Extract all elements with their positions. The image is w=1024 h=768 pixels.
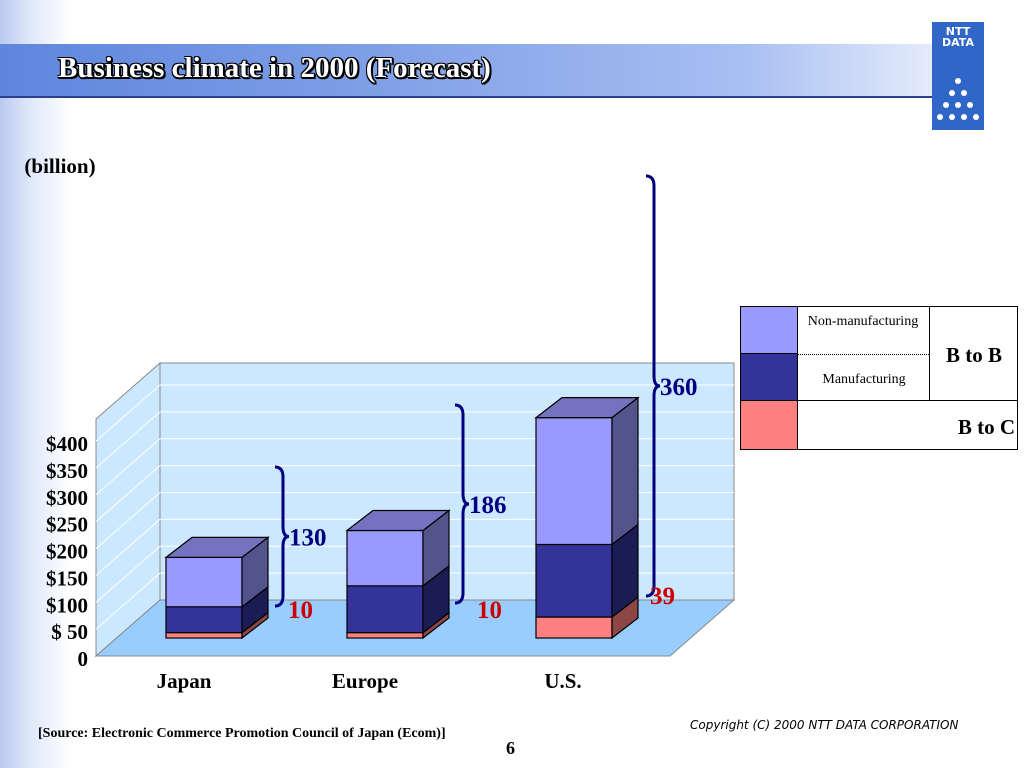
legend-label-non-manufacturing: Non-manufacturing: [807, 314, 919, 329]
bar-non-manufacturing-side: [611, 396, 639, 546]
logo-dot: [949, 90, 955, 96]
page-number: 6: [506, 738, 515, 758]
y-tick-label: $250: [46, 513, 88, 537]
x-axis-labels: Japan Europe U.S.: [157, 669, 582, 693]
bar-b-to-c-front: [165, 632, 243, 639]
bar-manufacturing-front: [165, 606, 243, 634]
b-to-c-label: 10: [288, 597, 313, 624]
y-tick-label: $ 50: [51, 620, 88, 644]
bar-non-manufacturing-front: [165, 556, 243, 608]
bar-top: [345, 509, 451, 532]
x-category-label: Europe: [332, 669, 398, 693]
legend-label-manufacturing: Manufacturing: [822, 372, 906, 387]
gridline-side: [95, 492, 161, 549]
bar-non-manufacturing-front: [535, 417, 613, 546]
ntt-data-logo: NTT DATA: [932, 22, 984, 130]
b-to-c-label: 39: [650, 583, 675, 610]
gridline-side: [95, 572, 161, 630]
logo-dot: [967, 102, 973, 108]
b-to-b-total-label: 130: [289, 525, 327, 552]
gridline-side: [95, 411, 161, 469]
logo-dot: [943, 102, 949, 108]
title-bar: [0, 44, 932, 98]
y-tick-label: 0: [78, 647, 89, 671]
bar-top: [164, 536, 270, 558]
logo-dot: [961, 114, 967, 120]
bar-manufacturing-front: [346, 585, 424, 634]
bar-manufacturing-front: [535, 543, 613, 618]
bars: [164, 396, 640, 640]
legend-swatch-non-manufacturing: [741, 307, 798, 354]
copyright-text: Copyright (C) 2000 NTT DATA CORPORATION: [690, 718, 959, 732]
gridline-side: [95, 545, 161, 603]
legend-label-b-to-c: B to C: [957, 415, 1015, 439]
y-tick-label: $400: [46, 432, 88, 456]
b-to-b-total-label: 186: [469, 492, 507, 519]
bar-non-manufacturing-front: [346, 529, 424, 587]
gridline-side: [95, 384, 161, 442]
gridline-side: [95, 518, 161, 576]
legend: Non-manufacturing Manufacturing B to B B…: [740, 306, 1018, 450]
logo-dot: [937, 114, 943, 120]
legend-bracket-line: [929, 307, 930, 401]
logo-text: NTT DATA: [942, 25, 974, 49]
y-tick-label: $100: [46, 593, 88, 617]
y-tick-label: $350: [46, 459, 88, 483]
logo-dot: [949, 114, 955, 120]
brace: [274, 465, 290, 608]
brace: [454, 403, 470, 605]
annotations: 130 186 360 10 10 39: [274, 174, 698, 624]
b-to-c-label: 10: [477, 597, 502, 624]
legend-label-b-to-b: B to B: [945, 343, 1002, 367]
unit-label: (billion): [24, 154, 95, 178]
x-category-label: U.S.: [544, 669, 581, 693]
bar-top: [534, 397, 640, 419]
logo-dot: [955, 102, 961, 108]
legend-swatch-b-to-c: [741, 401, 798, 449]
bar-b-to-c-front: [346, 632, 424, 639]
legend-divider: [798, 354, 929, 355]
legend-swatch-manufacturing: [741, 354, 798, 401]
x-category-label: Japan: [157, 669, 212, 693]
y-tick-label: $150: [46, 566, 88, 590]
y-tick-label: $200: [46, 540, 88, 564]
source-note: [Source: Electronic Commerce Promotion C…: [38, 726, 446, 741]
y-axis-ticks: 0 $ 50 $100 $150$200 $250 $300 $350 $400: [46, 432, 88, 671]
b-to-b-total-label: 360: [660, 374, 698, 401]
y-tick-label: $300: [46, 486, 88, 510]
bar-b-to-c-front: [535, 616, 613, 639]
logo-dot: [961, 90, 967, 96]
gridline-side: [95, 465, 161, 523]
slide-title: Business climate in 2000 (Forecast): [58, 52, 491, 84]
brace: [645, 174, 661, 598]
logo-dot: [973, 114, 979, 120]
logo-dot: [955, 78, 961, 84]
legend-row-divider: [798, 400, 1017, 401]
gridline-side: [95, 438, 161, 496]
